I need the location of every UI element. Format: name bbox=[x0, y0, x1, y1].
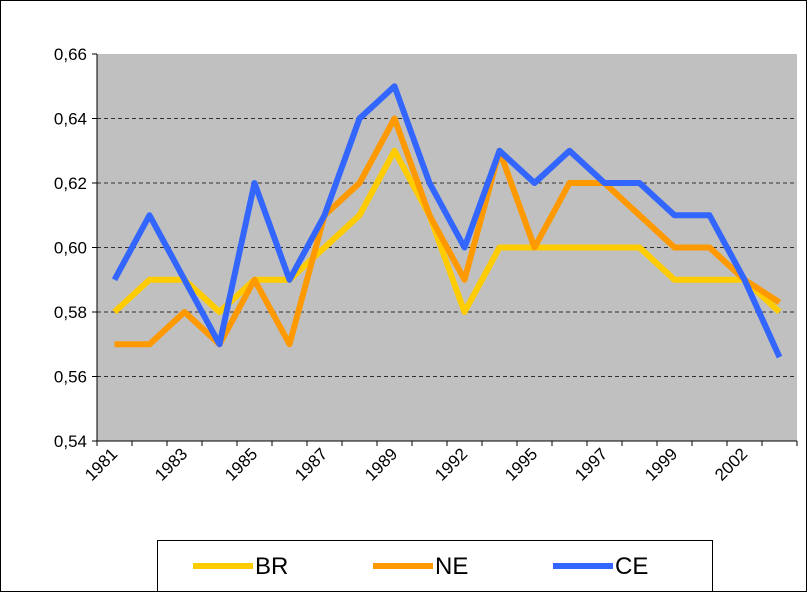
y-tick-label: 0,56 bbox=[54, 368, 87, 387]
y-tick-label: 0,60 bbox=[54, 239, 87, 258]
y-tick-label: 0,64 bbox=[54, 110, 87, 129]
y-tick-label: 0,58 bbox=[54, 303, 87, 322]
y-tick-label: 0,54 bbox=[54, 432, 87, 451]
y-tick-label: 0,66 bbox=[54, 45, 87, 64]
series-line bbox=[114, 115, 782, 348]
legend-label: CE bbox=[615, 553, 648, 580]
legend-label: BR bbox=[255, 553, 288, 580]
y-tick-label: 0,62 bbox=[54, 174, 87, 193]
series-line bbox=[111, 83, 783, 359]
legend-label: NE bbox=[435, 553, 468, 580]
